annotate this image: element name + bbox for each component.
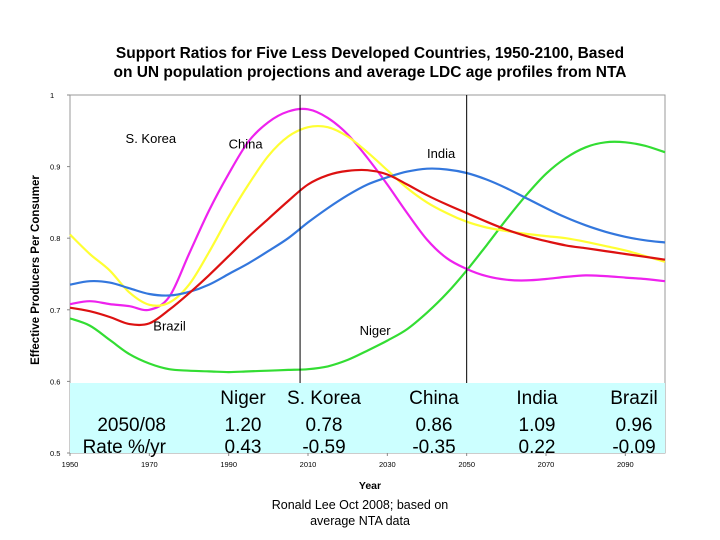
- series-annotation: Brazil: [153, 319, 186, 334]
- table-header-cell: S. Korea: [287, 388, 361, 409]
- x-axis-label: Year: [330, 480, 410, 492]
- y-tick-label: 1: [50, 91, 54, 100]
- table-cell: -0.59: [302, 437, 345, 458]
- y-tick-label: 0.5: [50, 449, 60, 458]
- x-tick-label: 2050: [458, 460, 475, 469]
- x-tick-label: 2010: [300, 460, 317, 469]
- y-tick-label: 0.8: [50, 234, 60, 243]
- chart-canvas: 0.5 0.6 0.7 0.8 0.9 1 1950 1970 1990 2010 2030 2050…: [0, 0, 720, 540]
- credit-note: Ronald Lee Oct 2008; based on average NT…: [250, 497, 470, 529]
- table-header-cell: Niger: [220, 388, 266, 409]
- table-cell: 0.78: [306, 415, 343, 436]
- x-tick-label: 2090: [617, 460, 634, 469]
- series-annotation: China: [229, 137, 264, 152]
- series-annotation: India: [427, 146, 456, 161]
- table-cell: 0.96: [616, 415, 653, 436]
- y-tick-label: 0.6: [50, 377, 60, 386]
- table-header-cell: Brazil: [610, 388, 658, 409]
- x-tick-label: 1990: [220, 460, 237, 469]
- credit-line-1: Ronald Lee Oct 2008; based on: [250, 497, 470, 513]
- y-axis-label: Effective Producers Per Consumer: [30, 160, 42, 380]
- table-header-cell: China: [409, 388, 459, 409]
- series-annotation: S. Korea: [126, 131, 177, 146]
- series-annotation: Niger: [360, 323, 392, 338]
- table-cell: 0.43: [225, 437, 262, 458]
- table-cell: 0.22: [519, 437, 556, 458]
- x-tick-label: 2070: [538, 460, 555, 469]
- table-cell: 1.20: [225, 415, 262, 436]
- table-row-label: 2050/08: [97, 415, 166, 436]
- x-tick-label: 2030: [379, 460, 396, 469]
- table-cell: 1.09: [519, 415, 556, 436]
- y-tick-label: 0.7: [50, 306, 60, 315]
- table-cell: -0.35: [412, 437, 455, 458]
- table-cell: 0.86: [416, 415, 453, 436]
- credit-line-2: average NTA data: [250, 513, 470, 529]
- y-tick-label: 0.9: [50, 163, 60, 172]
- table-row-label: Rate %/yr: [83, 437, 167, 458]
- table-cell: -0.09: [612, 437, 655, 458]
- table-header-cell: India: [516, 388, 558, 409]
- x-tick-label: 1950: [62, 460, 79, 469]
- x-tick-label: 1970: [141, 460, 158, 469]
